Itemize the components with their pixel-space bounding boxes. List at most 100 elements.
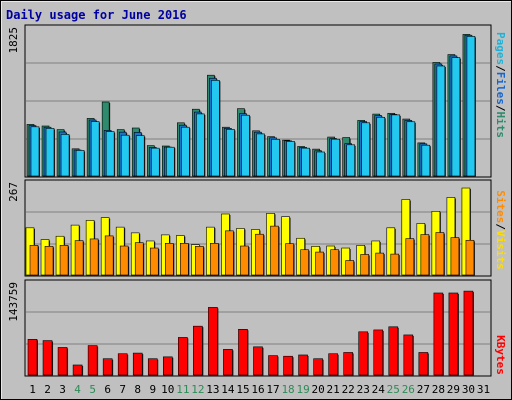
bar-kbytes <box>87 345 98 376</box>
x-tick-label: 13 <box>206 383 219 396</box>
bar-pages <box>45 128 55 177</box>
legend-entry: / <box>494 223 507 230</box>
x-tick-label: 3 <box>59 383 66 396</box>
bar-kbytes <box>132 352 143 376</box>
bar-kbytes <box>162 356 173 376</box>
bar-kbytes <box>388 326 399 376</box>
bar-sites <box>270 225 279 276</box>
bar-sites <box>180 243 189 276</box>
bar-pages <box>376 116 386 177</box>
bar-sites <box>164 243 174 276</box>
x-tick-label: 25 <box>387 383 400 396</box>
legend-entry: KBytes <box>494 335 507 375</box>
x-tick-label: 16 <box>251 383 264 396</box>
x-tick-label: 5 <box>89 383 96 396</box>
bar-kbytes <box>433 292 444 376</box>
bar-pages <box>241 114 250 177</box>
x-tick-label: 6 <box>104 383 111 396</box>
bar-sites <box>285 243 294 276</box>
x-tick-label: 4 <box>74 383 81 396</box>
x-tick-label: 15 <box>236 383 249 396</box>
x-tick-label: 21 <box>327 383 340 396</box>
bar-pages <box>451 57 461 177</box>
bar-pages <box>391 114 401 177</box>
bar-kbytes <box>268 355 278 376</box>
bar-kbytes <box>343 352 353 376</box>
x-tick-label: 18 <box>281 383 294 396</box>
bar-pages <box>271 138 280 177</box>
bar-pages <box>316 151 325 177</box>
bar-sites <box>210 243 219 276</box>
bar-pages <box>346 144 355 177</box>
legend-entry: Files <box>494 72 507 105</box>
bar-pages <box>165 146 175 177</box>
bar-pages <box>466 36 476 177</box>
bar-sites <box>345 260 354 276</box>
x-tick-label: 11 <box>176 383 189 396</box>
bar-pages <box>150 147 160 177</box>
bar-pages <box>421 144 431 177</box>
x-tick-label: 17 <box>266 383 279 396</box>
bar-sites <box>315 251 324 276</box>
bar-sites <box>435 232 445 276</box>
bar-sites <box>149 247 159 276</box>
chart-title: Daily usage for June 2016 <box>6 8 187 22</box>
legend-entry: Hits <box>494 112 507 139</box>
bar-kbytes <box>373 329 384 376</box>
bar-pages <box>331 138 340 177</box>
x-tick-label: 10 <box>161 383 174 396</box>
legend-entry: Sites <box>494 190 507 223</box>
bar-pages <box>226 129 235 177</box>
bar-pages <box>90 121 100 177</box>
x-tick-label: 12 <box>191 383 204 396</box>
bar-kbytes <box>313 358 323 376</box>
bar-sites <box>134 242 144 276</box>
x-tick-label: 29 <box>447 383 460 396</box>
bar-kbytes <box>463 290 474 376</box>
bar-pages <box>436 65 446 177</box>
bar-sites <box>465 239 475 276</box>
legend-entry: Pages <box>494 32 507 65</box>
x-tick-label: 24 <box>372 383 386 396</box>
x-tick-label: 30 <box>462 383 475 396</box>
x-tick-label: 7 <box>119 383 126 396</box>
bar-pages <box>75 150 85 177</box>
bar-sites <box>420 234 430 276</box>
bar-sites <box>360 254 370 276</box>
legend-sites-visits: Sites/Visits <box>494 190 507 270</box>
bar-kbytes <box>328 353 338 376</box>
bar-sites <box>300 249 309 276</box>
legend-entry: Visits <box>494 230 507 270</box>
bar-kbytes <box>72 364 83 376</box>
x-tick-label: 2 <box>44 383 51 396</box>
bar-sites <box>104 235 114 276</box>
bar-kbytes <box>57 347 68 376</box>
bar-sites <box>330 249 339 276</box>
bar-kbytes <box>223 349 233 376</box>
bar-pages <box>406 121 416 177</box>
bar-kbytes <box>298 354 308 376</box>
x-tick-label: 23 <box>357 383 370 396</box>
x-tick-label: 14 <box>221 383 235 396</box>
bar-kbytes <box>178 337 188 376</box>
legend-entry: / <box>494 105 507 112</box>
bar-pages <box>361 122 371 177</box>
bar-pages <box>196 113 205 177</box>
bar-pages <box>211 80 220 177</box>
bar-sites <box>225 230 234 276</box>
bar-kbytes <box>283 355 293 376</box>
x-tick-label: 19 <box>296 383 309 396</box>
bar-sites <box>255 233 264 276</box>
bar-kbytes <box>238 328 248 376</box>
bar-pages <box>135 135 145 177</box>
bar-pages <box>301 147 310 177</box>
bar-kbytes <box>418 352 429 376</box>
legend-entry: / <box>494 65 507 72</box>
bar-sites <box>195 246 204 276</box>
bar-kbytes <box>358 331 369 376</box>
bar-sites <box>390 253 400 276</box>
x-tick-label: 31 <box>477 383 490 396</box>
x-tick-label: 27 <box>417 383 430 396</box>
bar-sites <box>450 237 460 276</box>
bar-pages <box>256 133 265 177</box>
